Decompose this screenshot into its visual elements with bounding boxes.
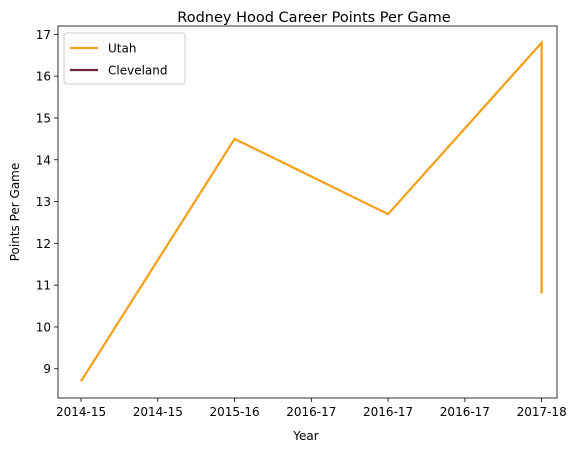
y-tick-label: 10 [36,320,51,334]
x-tick-label: 2015-16 [209,405,259,419]
legend-box [63,32,186,85]
legend: Utah Cleveland [63,32,186,85]
y-tick-label: 14 [36,153,51,167]
x-tick-label: 2017-18 [517,405,567,419]
plot-area [57,25,558,399]
x-axis-label: Year [292,429,318,443]
x-tick-label: 2016-17 [286,405,336,419]
y-tick-label: 15 [36,111,51,125]
series-layer [80,39,543,382]
legend-label-utah: Utah [108,42,136,56]
y-tick-label: 13 [36,195,51,209]
y-tick-label: 12 [36,237,51,251]
x-tick-label: 2016-17 [440,405,490,419]
y-tick-label: 11 [36,279,51,293]
x-tick-label: 2014-15 [133,405,183,419]
x-axis: 2014-15 2014-15 2015-16 2016-17 2016-17 2016-… [56,398,567,419]
y-axis-label: Points Per Game [8,163,22,262]
x-tick-label: 2014-15 [56,405,106,419]
y-tick-label: 16 [36,70,51,84]
chart-title: Rodney Hood Career Points Per Game [177,10,450,26]
y-tick-label: 17 [36,28,51,42]
x-tick-label: 2016-17 [363,405,413,419]
legend-label-cleveland: Cleveland [108,64,168,78]
series-line-utah [80,39,543,382]
y-axis: 9 10 11 12 13 14 15 16 17 [36,28,58,376]
y-tick-label: 9 [43,362,51,376]
